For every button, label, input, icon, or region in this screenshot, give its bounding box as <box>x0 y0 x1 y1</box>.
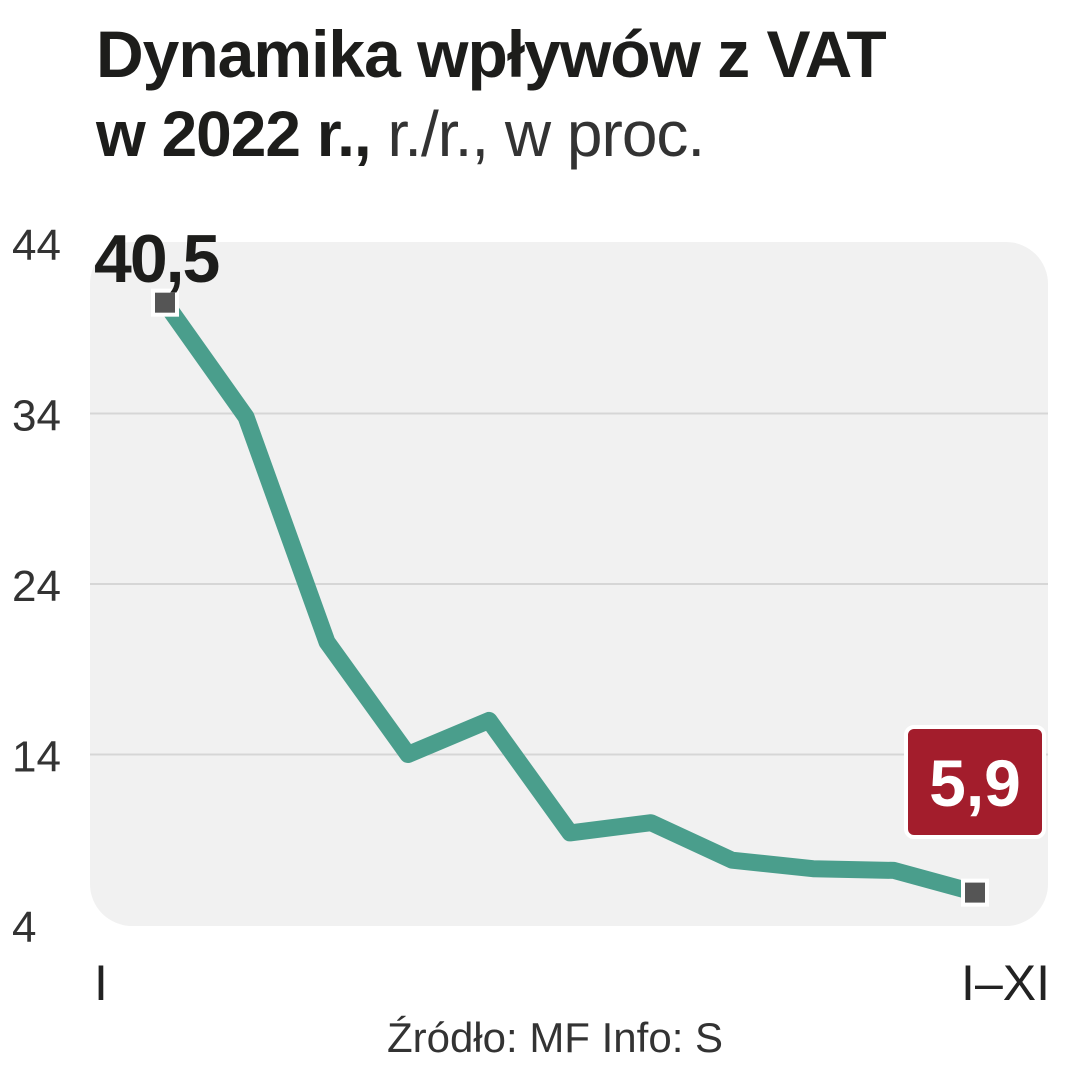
line-chart: 4 14 24 34 44 I I–XI 40,5 5,9 <box>12 221 1050 1010</box>
first-value-label: 40,5 <box>94 221 219 297</box>
title-line-2: w 2022 r., r./r., w proc. <box>96 94 1056 174</box>
x-tick-label: I <box>94 955 108 1010</box>
last-value-badge <box>904 725 1046 839</box>
title-year: w 2022 r., <box>96 98 372 170</box>
source-note: Źródło: MF Info: S <box>386 1014 724 1061</box>
last-value-label: 5,9 <box>929 746 1021 820</box>
y-tick-label: 4 <box>12 903 36 952</box>
x-tick-label: I–XI <box>961 955 1050 1010</box>
first-point-marker <box>151 288 179 317</box>
y-tick-label: 14 <box>12 733 61 782</box>
title-line-1: Dynamika wpływów z VAT <box>96 17 887 91</box>
title-unit: r./r., w proc. <box>370 98 705 170</box>
y-tick-label: 24 <box>12 562 61 611</box>
series-line <box>156 294 984 902</box>
last-point-marker <box>961 878 989 907</box>
y-tick-label: 44 <box>12 221 61 270</box>
y-tick-label: 34 <box>12 392 61 441</box>
chart-title: Dynamika wpływów z VAT w 2022 r., r./r.,… <box>96 14 1056 174</box>
